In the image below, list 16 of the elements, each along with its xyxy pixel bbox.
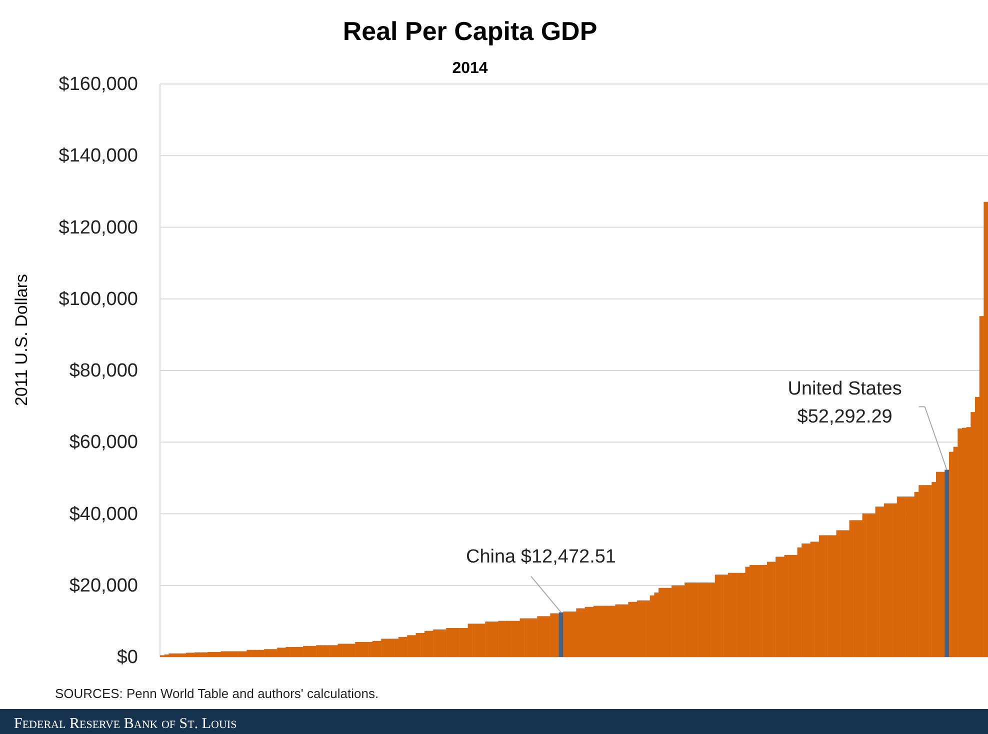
y-tick-label: $160,000 [58,74,138,96]
y-tick-label: $40,000 [69,504,138,525]
y-tick-label: $140,000 [58,146,138,167]
y-tick-label: $100,000 [58,288,138,310]
y-tick-label: $0 [116,647,138,668]
text: Federal Reserve Bank of St. Louis [14,716,237,732]
annotation: China $12,472.51 [466,546,616,568]
annotation: United States $52,292.29 [788,378,902,428]
y-axis-title: 2011 U.S. Dollars [12,274,31,406]
y-tick-label: $20,000 [69,575,138,596]
y-tick-label: $120,000 [58,217,138,238]
y-tick-label: $60,000 [69,432,138,454]
y-tick-label: $80,000 [69,360,138,382]
chart-subtitle: 2014 [452,60,488,77]
source-note: SOURCES: Penn World Table and authors' calculations. [55,686,379,701]
chart-title: Real Per Capita GDP [342,16,598,46]
